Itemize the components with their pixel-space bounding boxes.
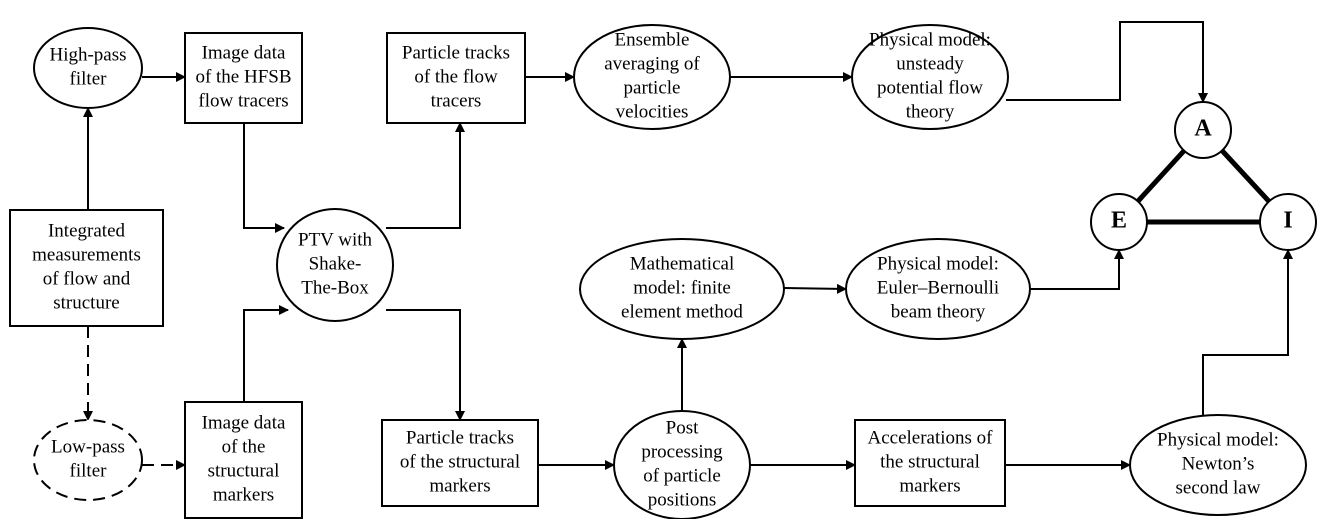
ellipse-node xyxy=(579,238,785,340)
node-label: model: finite xyxy=(633,277,731,298)
node-label: High-pass xyxy=(49,44,126,65)
ellipse-node xyxy=(851,24,1009,130)
node-label: theory xyxy=(906,101,955,122)
node-label: measurements xyxy=(32,244,141,265)
node-label: Euler–Bernoulli xyxy=(877,277,999,298)
arrow xyxy=(243,123,285,233)
node-label: Integrated xyxy=(48,220,126,241)
ellipse-node xyxy=(1129,414,1307,516)
node-label: Image data xyxy=(202,42,286,63)
arrow xyxy=(243,305,289,402)
node-label: Ensemble xyxy=(615,29,690,50)
node-label: of the structural xyxy=(400,451,520,472)
arrow xyxy=(783,283,847,294)
box xyxy=(386,32,526,124)
arrow xyxy=(1202,249,1293,415)
node-label: Physical model: xyxy=(1157,429,1279,450)
circle-node xyxy=(1259,193,1317,251)
node-label: Accelerations of xyxy=(867,427,993,448)
node-label: of flow and xyxy=(43,268,131,289)
node-label: structural xyxy=(208,460,280,481)
circle-node xyxy=(1174,101,1232,159)
node-label: filter xyxy=(70,68,108,89)
node-label: Low-pass xyxy=(51,436,125,457)
node-label: Physical model: xyxy=(877,253,999,274)
arrow xyxy=(1006,21,1208,103)
node-label: Shake- xyxy=(309,253,362,274)
node-label: averaging of xyxy=(604,53,700,74)
node-label: potential flow xyxy=(877,77,983,98)
node-label: flow tracers xyxy=(198,90,288,111)
node-label: of the HFSB xyxy=(195,66,291,87)
node-label: tracers xyxy=(431,90,482,111)
box xyxy=(9,209,164,327)
node-label: processing xyxy=(641,441,723,462)
ellipse-node xyxy=(845,238,1031,340)
ellipse-node xyxy=(573,24,731,130)
box xyxy=(184,401,303,519)
ellipse-node xyxy=(613,410,751,519)
node-label: of particle xyxy=(643,465,721,486)
node-label: positions xyxy=(648,489,717,510)
box xyxy=(854,419,1006,507)
node-label: Particle tracks xyxy=(402,42,510,63)
node-label: structure xyxy=(53,292,119,313)
arrows xyxy=(83,21,1293,470)
ellipse-node xyxy=(33,27,143,109)
node-label: markers xyxy=(899,475,960,496)
node-label: element method xyxy=(621,301,743,322)
box xyxy=(184,32,303,124)
node-label: velocities xyxy=(616,101,689,122)
ellipse-node xyxy=(276,208,394,322)
node-label: The-Box xyxy=(301,277,369,298)
node-label: Physical model: xyxy=(869,29,991,50)
node-label: filter xyxy=(70,460,108,481)
node-label: E xyxy=(1111,208,1127,234)
node-label: A xyxy=(1194,116,1212,142)
node-label: the structural xyxy=(880,451,980,472)
node-label: Image data xyxy=(202,412,286,433)
node-label: beam theory xyxy=(891,301,986,322)
node-label: unsteady xyxy=(896,53,964,74)
node-label: I xyxy=(1283,208,1292,234)
node-label: markers xyxy=(213,484,274,505)
node-label: PTV with xyxy=(298,229,373,250)
box xyxy=(381,419,539,507)
nodes: High-pass filter Image data of the HFSB flow… xyxy=(9,24,1317,519)
node-label: of the flow xyxy=(414,66,498,87)
circle-node xyxy=(1090,193,1148,251)
node-label: particle xyxy=(624,77,681,98)
arrow xyxy=(386,309,465,421)
node-label: Post xyxy=(666,417,699,438)
ellipse-node xyxy=(33,419,143,501)
arrow xyxy=(386,122,465,229)
node-label: Newton’s xyxy=(1182,453,1255,474)
arrow xyxy=(1028,249,1124,290)
node-label: markers xyxy=(429,475,490,496)
node-label: Particle tracks xyxy=(406,427,514,448)
node-label: second law xyxy=(1176,477,1261,498)
node-label: Mathematical xyxy=(630,253,734,274)
node-label: of the xyxy=(222,436,266,457)
